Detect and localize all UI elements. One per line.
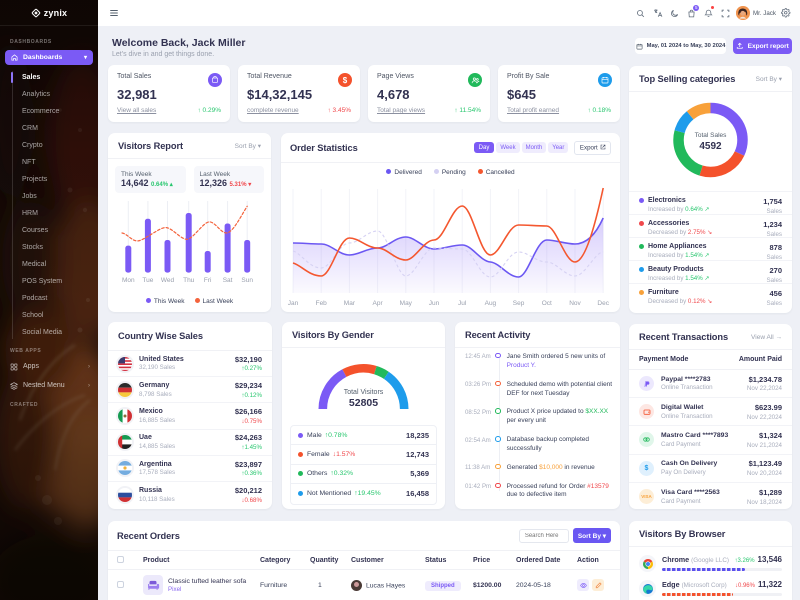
svg-text:Sun: Sun bbox=[241, 277, 253, 284]
svg-text:Fri: Fri bbox=[204, 277, 212, 284]
svg-text:Wed: Wed bbox=[161, 277, 175, 284]
svg-text:Aug: Aug bbox=[485, 300, 497, 307]
svg-text:Feb: Feb bbox=[316, 300, 328, 307]
svg-text:Total Sales: Total Sales bbox=[695, 132, 728, 139]
svg-text:Mon: Mon bbox=[122, 277, 135, 284]
svg-text:Tue: Tue bbox=[142, 277, 153, 284]
svg-text:4592: 4592 bbox=[699, 141, 722, 152]
svg-text:Jan: Jan bbox=[288, 300, 299, 307]
svg-text:Total Visitors: Total Visitors bbox=[344, 389, 384, 396]
svg-text:Sep: Sep bbox=[513, 300, 525, 307]
svg-text:Oct: Oct bbox=[542, 300, 552, 307]
svg-text:May: May bbox=[400, 300, 413, 307]
svg-text:Jul: Jul bbox=[458, 300, 467, 307]
svg-text:Apr: Apr bbox=[373, 300, 384, 307]
svg-text:Mar: Mar bbox=[344, 300, 356, 307]
svg-text:Sat: Sat bbox=[223, 277, 233, 284]
svg-text:Jun: Jun bbox=[429, 300, 440, 307]
svg-text:Thu: Thu bbox=[183, 277, 195, 284]
svg-text:Dec: Dec bbox=[597, 300, 609, 307]
svg-text:Nov: Nov bbox=[569, 300, 581, 307]
svg-text:52805: 52805 bbox=[349, 397, 378, 409]
